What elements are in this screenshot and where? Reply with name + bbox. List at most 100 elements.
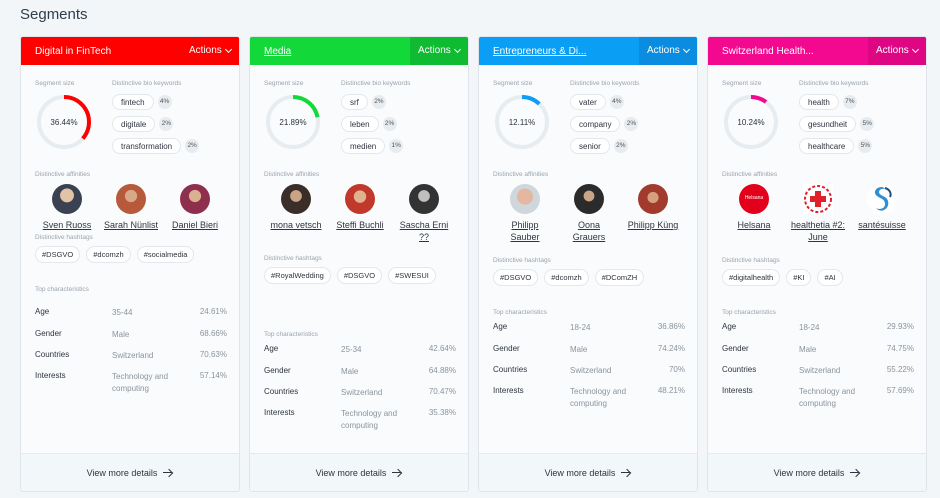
keyword-chip[interactable]: srf 2% (341, 94, 403, 110)
affinity-name-link[interactable]: Philipp Küng (627, 220, 679, 230)
keyword-chip[interactable]: leben 2% (341, 116, 403, 132)
keyword-chip[interactable]: vater 4% (570, 94, 638, 110)
chevron-down-icon (224, 45, 232, 54)
hashtag-chip[interactable]: #digitalhealth (722, 269, 781, 286)
hashtag-chip[interactable]: #DComZH (594, 269, 645, 286)
affinity-name-link[interactable]: Oona Grauers (572, 220, 606, 242)
segment-name[interactable]: Switzerland Health... (722, 46, 814, 57)
affinity-item[interactable]: Philipp Sauber (493, 184, 557, 243)
keyword-count-badge: 5% (860, 117, 875, 131)
characteristic-value: Technology and computing (799, 387, 856, 408)
segment-size-label: Segment size (264, 80, 304, 87)
characteristic-value: Switzerland (112, 351, 154, 360)
card-header: Switzerland Health... Actions (708, 37, 926, 65)
keyword-chip[interactable]: medien 1% (341, 138, 404, 154)
keyword-chip[interactable]: company 2% (570, 116, 639, 132)
affinity-item[interactable]: mona vetsch (264, 184, 328, 243)
affinity-item[interactable]: santésuisse (850, 184, 914, 243)
hashtag-chip[interactable]: #SWESUI (388, 267, 436, 284)
characteristic-value: Switzerland (799, 366, 841, 375)
affinity-item[interactable]: healthetia #2: June (786, 184, 850, 243)
characteristic-percent: 29.93% (886, 322, 914, 331)
segment-size-value: 10.24% (737, 117, 765, 127)
view-more-details-button[interactable]: View more details (250, 453, 468, 491)
affinity-item[interactable]: Sven Ruoss (35, 184, 99, 231)
affinity-name-link[interactable]: Sascha Erni ?? (399, 220, 449, 242)
segment-name[interactable]: Media (264, 46, 292, 57)
characteristic-key: Interests (493, 386, 524, 395)
keyword-chip[interactable]: senior 2% (570, 138, 638, 154)
bio-keywords-list: fintech 4% digitale 2% transformation 2% (112, 94, 200, 154)
affinity-name-link[interactable]: Daniel Bieri (171, 220, 219, 230)
avatar (180, 184, 210, 214)
affinity-item[interactable]: Daniel Bieri (163, 184, 227, 231)
hashtag-chip[interactable]: #dcomzh (544, 269, 589, 286)
hashtag-chip[interactable]: #DSGVO (493, 269, 539, 286)
hashtag-chip[interactable]: #KI (786, 269, 812, 286)
keyword-chip[interactable]: fintech 4% (112, 94, 199, 110)
characteristic-percent: 70.63% (199, 350, 227, 359)
keyword-chip[interactable]: digitale 2% (112, 116, 199, 132)
actions-dropdown[interactable]: Actions (181, 37, 239, 65)
characteristic-percent: 36.86% (657, 322, 685, 331)
affinity-name-link[interactable]: Steffi Buchli (336, 220, 384, 230)
segment-name[interactable]: Digital in FinTech (35, 46, 112, 57)
characteristic-percent: 74.75% (886, 344, 914, 353)
affinity-name-link[interactable]: Philipp Sauber (510, 220, 540, 242)
affinity-name-link[interactable]: Helsana (737, 220, 771, 230)
hashtag-chip[interactable]: #dcomzh (86, 246, 131, 263)
donut-fill (37, 95, 91, 149)
segment-size-value: 36.44% (50, 117, 78, 127)
view-more-details-button[interactable]: View more details (21, 453, 239, 491)
segment-card-switzerland-health: Switzerland Health... Actions Segment si… (707, 36, 927, 492)
characteristic-key: Age (722, 322, 737, 331)
hashtags-list: #digitalhealth #KI #AI (722, 269, 918, 286)
characteristic-key: Gender (722, 344, 749, 353)
affinity-name-link[interactable]: mona vetsch (270, 220, 322, 230)
keyword-chip[interactable]: gesundheit 5% (799, 116, 875, 132)
affinity-name-link[interactable]: healthetia #2: June (790, 220, 846, 242)
view-more-details-button[interactable]: View more details (479, 453, 697, 491)
arrow-right-icon (163, 469, 173, 477)
characteristic-key: Countries (722, 365, 757, 374)
affinity-item[interactable]: Helsana Helsana (722, 184, 786, 243)
characteristic-percent: 24.61% (199, 307, 227, 316)
view-more-details-button[interactable]: View more details (708, 453, 926, 491)
characteristic-value: 18-24 (799, 323, 820, 332)
hashtag-chip[interactable]: #socialmedia (136, 246, 195, 263)
actions-dropdown[interactable]: Actions (868, 37, 926, 65)
bio-keywords-list: vater 4% company 2% senior 2% (570, 94, 639, 154)
segment-card-media: Media Actions Segment size Distinctive bi… (249, 36, 469, 492)
affinity-item[interactable]: Oona Grauers (557, 184, 621, 243)
chevron-down-icon (453, 45, 461, 54)
chevron-down-icon (911, 45, 919, 54)
affinity-item[interactable]: Steffi Buchli (328, 184, 392, 243)
actions-label: Actions (418, 45, 451, 56)
hashtag-chip[interactable]: #AI (817, 269, 843, 286)
affinity-item[interactable]: Sascha Erni ?? (392, 184, 456, 243)
actions-label: Actions (876, 45, 909, 56)
affinity-name-link[interactable]: Sarah Nünlist (103, 220, 159, 230)
avatar (510, 184, 540, 214)
hashtag-chip[interactable]: #DSGVO (336, 267, 383, 284)
keyword-chip[interactable]: healthcare 5% (799, 138, 874, 154)
segment-name[interactable]: Entrepreneurs & Di... (493, 46, 587, 57)
characteristic-percent: 35.38% (428, 408, 456, 417)
affinity-item[interactable]: Sarah Nünlist (99, 184, 163, 231)
affinity-name-link[interactable]: Sven Ruoss (42, 220, 92, 230)
hashtag-chip[interactable]: #DSGVO (35, 246, 81, 263)
hashtag-chip[interactable]: #RoyalWedding (264, 267, 331, 284)
keyword-count-badge: 2% (382, 117, 397, 131)
view-more-label: View more details (544, 467, 616, 478)
arrow-right-icon (392, 469, 402, 477)
top-characteristics-label: Top characteristics (35, 286, 89, 293)
affinity-item[interactable]: Philipp Küng (621, 184, 685, 243)
actions-dropdown[interactable]: Actions (410, 37, 468, 65)
bio-keywords-list: srf 2% leben 2% medien 1% (341, 94, 404, 154)
keyword-chip[interactable]: health 7% (799, 94, 874, 110)
actions-dropdown[interactable]: Actions (639, 37, 697, 65)
avatar (52, 184, 82, 214)
affinity-name-link[interactable]: santésuisse (858, 220, 906, 230)
keyword-chip[interactable]: transformation 2% (112, 138, 200, 154)
characteristic-key: Countries (493, 365, 528, 374)
